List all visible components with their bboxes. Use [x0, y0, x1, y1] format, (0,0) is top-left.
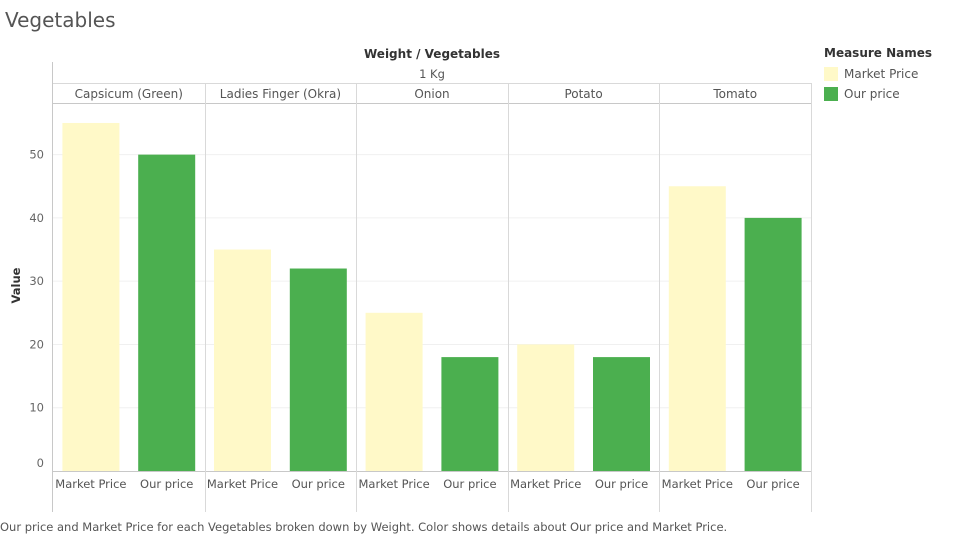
column-header: Weight / Vegetables — [364, 47, 500, 61]
category-header-tomato: Tomato — [712, 87, 757, 101]
weight-header: 1 Kg — [419, 67, 445, 81]
x-tick-label-potato-market-price: Market Price — [510, 477, 581, 491]
bar-ladies-finger-okra-market-price — [214, 249, 271, 471]
legend-swatch-market-price — [824, 67, 838, 81]
x-tick-label-ladies-finger-okra-our-price: Our price — [292, 477, 345, 491]
x-tick-label-capsicum-green-our-price: Our price — [140, 477, 193, 491]
chart-caption: Our price and Market Price for each Vege… — [0, 520, 728, 534]
x-tick-label-tomato-market-price: Market Price — [662, 477, 733, 491]
bar-ladies-finger-okra-our-price — [289, 268, 347, 471]
x-tick-label-ladies-finger-okra-market-price: Market Price — [207, 477, 278, 491]
x-tick-label-potato-our-price: Our price — [595, 477, 648, 491]
y-tick-label-50: 50 — [29, 148, 44, 162]
category-header-onion: Onion — [414, 87, 449, 101]
legend-swatch-our-price — [824, 87, 838, 101]
category-header-potato: Potato — [564, 87, 602, 101]
bar-onion-our-price — [441, 357, 499, 471]
bar-onion-market-price — [365, 312, 423, 471]
category-header-ladies-finger-okra: Ladies Finger (Okra) — [220, 87, 341, 101]
bar-capsicum-green-our-price — [138, 154, 196, 471]
x-tick-label-capsicum-green-market-price: Market Price — [55, 477, 126, 491]
legend-title: Measure Names — [824, 46, 933, 60]
x-tick-label-tomato-our-price: Our price — [746, 477, 799, 491]
legend-item-our-price[interactable]: Our price — [824, 84, 932, 104]
legend-label-market-price: Market Price — [844, 67, 919, 81]
bar-tomato-our-price — [744, 217, 802, 471]
y-tick-label-10: 10 — [29, 401, 44, 415]
y-tick-label-20: 20 — [29, 337, 44, 351]
y-tick-label-0: 0 — [37, 456, 44, 470]
legend: Measure Names Market Price Our price — [824, 46, 932, 104]
bar-potato-our-price — [593, 357, 650, 471]
bar-capsicum-green-market-price — [62, 122, 120, 471]
legend-item-market-price[interactable]: Market Price — [824, 64, 932, 84]
x-tick-label-onion-market-price: Market Price — [358, 477, 429, 491]
page-title: Vegetables — [5, 8, 116, 32]
y-tick-label-30: 30 — [29, 274, 44, 288]
bar-potato-market-price — [517, 344, 575, 471]
y-axis-label: Value — [9, 267, 23, 303]
x-tick-label-onion-our-price: Our price — [443, 477, 496, 491]
category-header-capsicum-green: Capsicum (Green) — [75, 87, 183, 101]
y-tick-label-40: 40 — [29, 211, 44, 225]
bar-tomato-market-price — [668, 186, 726, 472]
legend-label-our-price: Our price — [844, 87, 900, 101]
